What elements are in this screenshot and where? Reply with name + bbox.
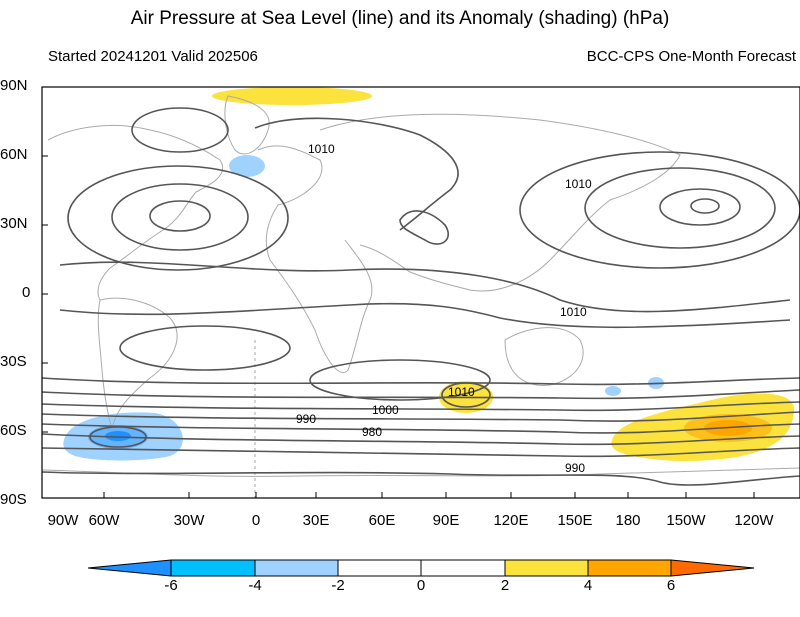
contour-asia-low	[399, 210, 449, 245]
contour-pacific-high-core	[690, 198, 720, 214]
lat-label-30s: 30S	[0, 353, 27, 370]
coast-europe-africa	[257, 145, 373, 373]
lat-label-30n: 30N	[0, 215, 28, 232]
contour-azores-high-mid	[111, 183, 249, 251]
forecast-source: BCC-CPS One-Month Forecast	[586, 48, 796, 65]
lon-label-30w: 30W	[173, 512, 205, 529]
contour-label-990-atlantic: 990	[296, 412, 316, 426]
contour-label-1010-north-atlantic: 1010	[308, 142, 335, 156]
contour-south-atlantic-high	[119, 325, 291, 371]
contour-equatorial-band-north	[59, 261, 791, 313]
contour-south-indian-high	[309, 359, 491, 401]
colorbar-label-p6: 6	[666, 577, 676, 594]
contour-azores-high-inner	[149, 200, 211, 232]
negative-anomaly-tasman-a	[605, 386, 621, 396]
lat-label-eq: 0	[22, 284, 31, 301]
colorbar	[87, 559, 755, 577]
lon-label-150w: 150W	[666, 512, 706, 529]
colorbar-label-p2: 2	[500, 577, 510, 594]
lon-label-30e: 30E	[302, 512, 330, 529]
contour-label-1010-south-indian: 1010	[448, 385, 475, 399]
coast-south-america	[97, 297, 178, 431]
contour-label-1010-equatorial: 1010	[560, 305, 587, 319]
anomaly-shading	[63, 87, 795, 461]
colorbar-label-0: 0	[416, 577, 426, 594]
coastlines	[42, 95, 800, 498]
contour-southern-6	[42, 433, 800, 446]
lon-label-90e: 90E	[432, 512, 460, 529]
lon-label-60e: 60E	[368, 512, 396, 529]
coast-asia	[319, 113, 681, 292]
contour-pacific-high-inner	[659, 188, 741, 226]
coast-antarctica	[42, 467, 800, 477]
contour-southern-7	[42, 447, 800, 458]
contour-equatorial-band-south	[59, 302, 791, 329]
colorbar-label-p4: 4	[583, 577, 593, 594]
contour-label-980: 980	[362, 425, 382, 439]
map-plot-area: 1010 1010 1010 1010 1000 990 980 990	[42, 87, 800, 498]
pressure-contours	[42, 107, 800, 486]
negative-anomaly-north-atlantic	[229, 155, 265, 177]
colorbar-seg-lt-m6	[88, 560, 171, 576]
contour-label-990-pacific: 990	[565, 461, 585, 475]
lon-label-150e: 150E	[557, 512, 593, 529]
colorbar-seg-m2-0	[338, 560, 421, 576]
colorbar-seg-p4-p6	[588, 560, 671, 576]
contour-southern-4	[42, 411, 800, 422]
colorbar-seg-0-p2	[421, 560, 505, 576]
coast-australia	[504, 327, 584, 386]
contour-azores-high-outer	[67, 165, 289, 271]
colorbar-seg-m4-m2	[255, 560, 338, 576]
map-frame	[41, 86, 800, 499]
contour-label-1010-north-pacific: 1010	[565, 177, 592, 191]
lon-label-180: 180	[615, 512, 641, 529]
map-title: Air Pressure at Sea Level (line) and its…	[130, 8, 670, 29]
lon-label-60w: 60W	[88, 512, 120, 529]
contour-amundsen-low	[89, 426, 147, 448]
lon-label-120w: 120W	[734, 512, 774, 529]
lon-label-120e: 120E	[493, 512, 529, 529]
contour-label-1000: 1000	[372, 403, 399, 417]
contour-eurasia	[254, 117, 459, 231]
colorbar-label-m6: -6	[164, 577, 178, 594]
lat-label-90n: 90N	[0, 77, 28, 94]
contour-southern-2	[42, 389, 800, 400]
forecast-dates: Started 20241201 Valid 202506	[48, 48, 258, 65]
contour-pacific-high-outer	[519, 151, 800, 269]
colorbar-label-m4: -4	[248, 577, 262, 594]
coast-north-america	[47, 125, 223, 301]
lat-label-90s: 90S	[0, 491, 27, 508]
lat-label-60n: 60N	[0, 146, 28, 163]
lat-label-60s: 60S	[0, 422, 27, 439]
lon-label-90w: 90W	[47, 512, 79, 529]
contour-southern-3	[42, 401, 800, 412]
contour-southern-1	[42, 377, 800, 386]
contour-iceland-low	[131, 107, 229, 153]
positive-anomaly-arctic	[212, 87, 372, 105]
colorbar-label-m2: -2	[331, 577, 345, 594]
colorbar-seg-gt-p6	[671, 560, 754, 576]
contour-antarctic	[42, 471, 800, 486]
colorbar-seg-m6-m4	[171, 560, 255, 576]
lon-label-0: 0	[251, 512, 261, 529]
axis-ticks	[42, 155, 755, 498]
colorbar-seg-p2-p4	[505, 560, 588, 576]
contour-pacific-high-mid	[584, 167, 776, 249]
contour-southern-5	[42, 423, 800, 434]
negative-anomaly-south-pacific-core	[105, 431, 131, 441]
